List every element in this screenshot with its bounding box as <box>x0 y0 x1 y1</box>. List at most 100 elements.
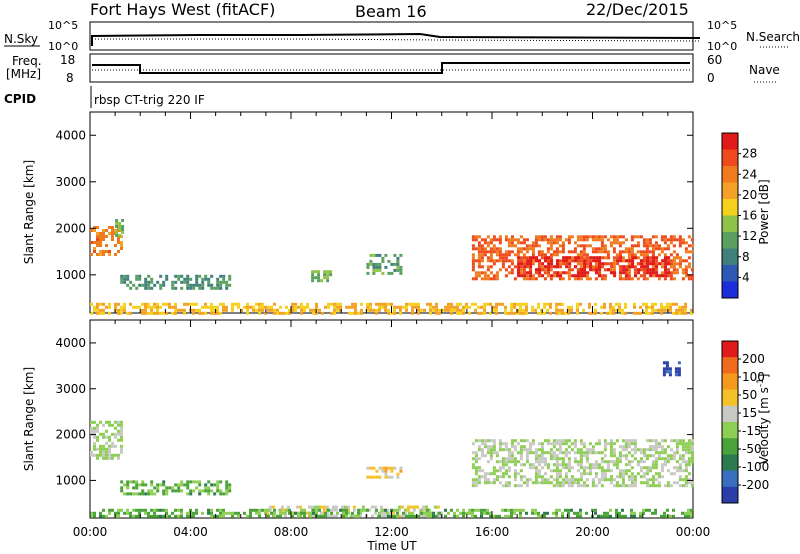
power-cell-r4 <box>393 253 397 257</box>
velocity-cell-r3 <box>564 439 568 443</box>
power-cell-r6 <box>601 256 605 260</box>
velocity-cell-r6 <box>264 511 267 515</box>
power-cell-r7 <box>549 305 552 309</box>
power-cell-r7 <box>354 302 357 306</box>
velocity-cell-r5 <box>283 511 287 515</box>
velocity-cell-r5 <box>328 508 332 512</box>
power-cell-r5 <box>582 244 586 248</box>
power-cell-r6 <box>658 262 662 266</box>
velocity-cell-r6 <box>159 514 162 518</box>
power-cell-r5 <box>492 250 496 254</box>
velocity-cell-r5 <box>298 505 302 509</box>
power-cell-r6 <box>547 268 551 272</box>
power-cell-r5 <box>525 244 529 248</box>
velocity-cell-r3 <box>639 448 643 452</box>
power-cell-r7 <box>651 308 654 312</box>
power-cell-r5 <box>525 274 529 278</box>
velocity-cell-r3 <box>543 463 547 467</box>
velocity-cell-r6 <box>345 508 348 512</box>
velocity-cell-r3 <box>537 481 541 485</box>
power-cell-r7 <box>354 311 357 315</box>
velocity-cell-r3 <box>504 484 508 488</box>
velocity-cell-r6 <box>396 508 399 512</box>
velocity-cell-r3 <box>555 448 559 452</box>
velocity-cell-r3 <box>627 463 631 467</box>
power-cell-r5 <box>585 259 589 263</box>
power-cell-r5 <box>609 244 613 248</box>
power-cell-r6 <box>565 256 569 260</box>
power-cell-r7 <box>609 305 612 309</box>
velocity-cell-r3 <box>540 466 544 470</box>
power-cell-r2 <box>150 286 154 290</box>
power-cell-r7 <box>183 308 186 312</box>
power-cell-r7 <box>675 308 678 312</box>
power-cell-r4 <box>381 271 385 275</box>
power-cell-r4 <box>372 253 376 257</box>
velocity-cell-r3 <box>600 484 604 488</box>
velocity-cell-r3 <box>678 439 682 443</box>
power-cell-r5 <box>471 256 475 260</box>
velocity-cell-r3 <box>561 442 565 446</box>
velocity-cell-r3 <box>558 442 562 446</box>
velocity-cell-r3 <box>537 463 541 467</box>
power-cell-r5 <box>498 247 502 251</box>
power-cell-r5 <box>642 262 646 266</box>
power-cell-r7 <box>183 311 186 315</box>
power-cell-r5 <box>633 244 637 248</box>
power-cell-r2 <box>174 286 178 290</box>
velocity-cell-r1 <box>132 480 136 484</box>
power-cell-r6 <box>649 268 653 272</box>
power-cell-r7 <box>261 305 264 309</box>
velocity-cell-r3 <box>651 463 655 467</box>
power-cell-r6 <box>646 259 650 263</box>
power-cell-r2 <box>177 277 181 281</box>
power-cell-r5 <box>501 259 505 263</box>
velocity-cell-r2 <box>369 466 373 470</box>
velocity-cell-r3 <box>630 472 634 476</box>
velocity-cell-r6 <box>687 511 690 515</box>
velocity-cell-r3 <box>630 484 634 488</box>
power-cell-r5 <box>645 253 649 257</box>
velocity-cell-r5 <box>343 505 347 509</box>
power-cell-r6 <box>523 262 527 266</box>
velocity-cell-r3 <box>636 460 640 464</box>
power-cell-r7 <box>102 308 105 312</box>
power-cell-r2 <box>174 274 178 278</box>
power-cell-r5 <box>663 235 667 239</box>
power-cell-r5 <box>585 235 589 239</box>
velocity-cell-r3 <box>660 466 664 470</box>
velocity-cell-r3 <box>648 484 652 488</box>
power-cell-r6 <box>547 259 551 263</box>
velocity-cell-r3 <box>519 469 523 473</box>
velocity-cell-r6 <box>132 514 135 518</box>
velocity-cell-r3 <box>600 460 604 464</box>
velocity-cell-r3 <box>558 481 562 485</box>
velocity-cell-r1 <box>177 489 181 493</box>
velocity-cell-r6 <box>534 511 537 515</box>
velocity-cell-r3 <box>690 484 694 488</box>
power-cell-r7 <box>333 302 336 306</box>
velocity-cell-r3 <box>486 472 490 476</box>
power-colorbar-swatch <box>722 133 738 150</box>
power-cell-r7 <box>348 305 351 309</box>
power-cell-r4 <box>396 268 400 272</box>
power-cell-r6 <box>565 265 569 269</box>
power-cell-r6 <box>667 256 671 260</box>
power-cell-r5 <box>591 250 595 254</box>
power-cell-r7 <box>525 302 528 306</box>
velocity-cell-r3 <box>672 481 676 485</box>
power-cell-r5 <box>585 265 589 269</box>
velocity-cell-r3 <box>687 442 691 446</box>
power-cell-r7 <box>315 305 318 309</box>
velocity-cell-r3 <box>498 439 502 443</box>
power-cell-r7 <box>540 311 543 315</box>
velocity-cell-r3 <box>663 484 667 488</box>
power-cell-r0 <box>120 247 123 250</box>
power-cell-r3 <box>329 270 333 274</box>
velocity-cell-r6 <box>210 511 213 515</box>
power-cell-r5 <box>477 235 481 239</box>
velocity-cell-r3 <box>624 469 628 473</box>
velocity-cell-r3 <box>507 475 511 479</box>
